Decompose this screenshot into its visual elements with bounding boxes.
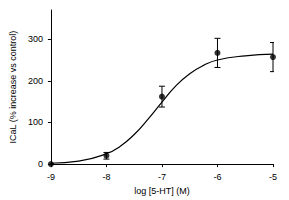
svg-text:-6: -6 [213, 172, 221, 182]
svg-text:-7: -7 [158, 172, 166, 182]
svg-text:300: 300 [28, 34, 43, 44]
svg-text:200: 200 [28, 76, 43, 86]
svg-text:-5: -5 [269, 172, 277, 182]
svg-text:ICaL (% increase vs control): ICaL (% increase vs control) [8, 31, 18, 144]
svg-text:0: 0 [38, 159, 43, 169]
svg-text:-8: -8 [102, 172, 110, 182]
svg-text:100: 100 [28, 117, 43, 127]
svg-text:log [5-HT] (M): log [5-HT] (M) [134, 186, 190, 196]
svg-text:-9: -9 [47, 172, 55, 182]
